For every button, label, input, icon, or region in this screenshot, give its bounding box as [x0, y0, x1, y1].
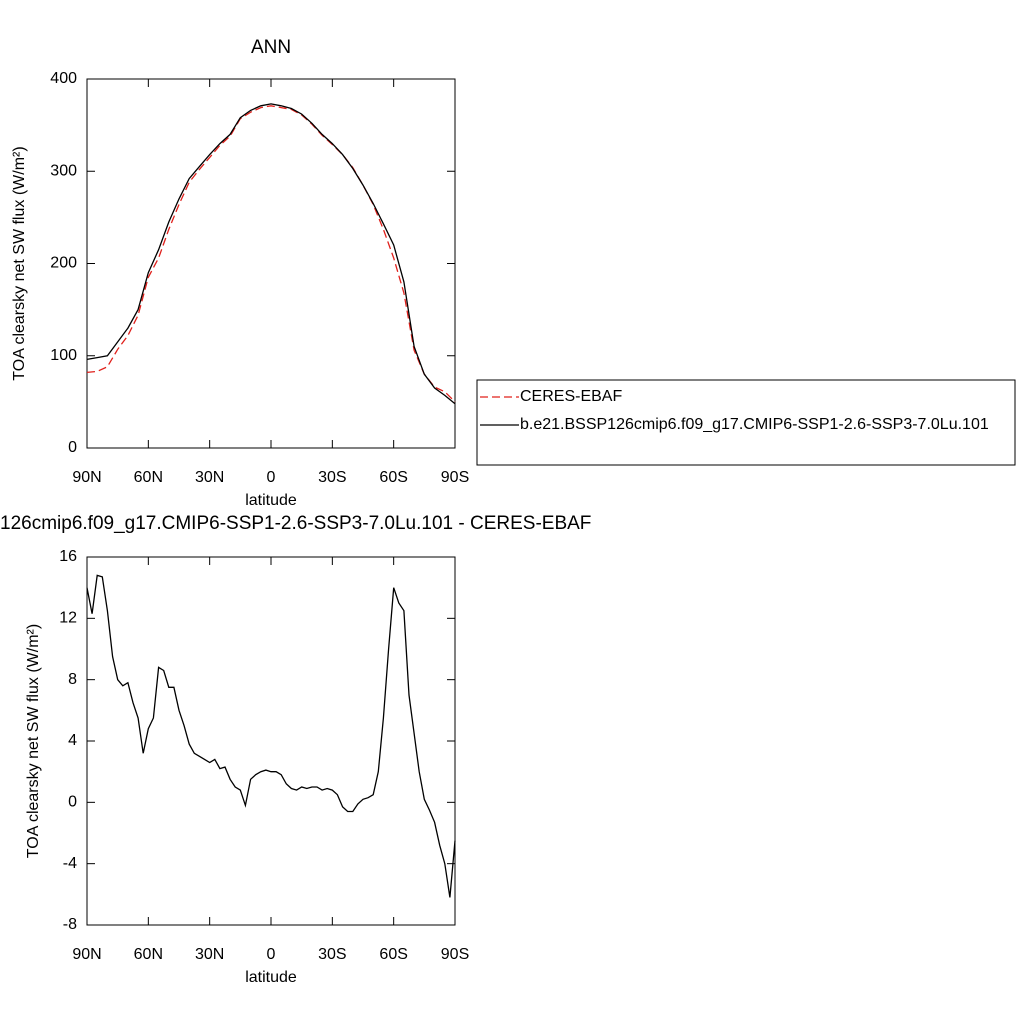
- x-tick-label: 60S: [379, 946, 407, 963]
- chart-title: ANN: [251, 37, 291, 58]
- x-tick-label: 90S: [441, 946, 469, 963]
- x-axis-label: latitude: [245, 969, 297, 986]
- y-tick-label: 200: [50, 255, 77, 272]
- x-tick-label: 60N: [134, 946, 163, 963]
- y-tick-label: 0: [68, 439, 77, 456]
- y-axis-label: TOA clearsky net SW flux (W/m²): [25, 624, 42, 858]
- x-tick-label: 60S: [379, 469, 407, 486]
- x-axis-label: latitude: [245, 492, 297, 509]
- x-tick-label: 90N: [72, 469, 101, 486]
- x-tick-label: 90N: [72, 946, 101, 963]
- y-tick-label: 100: [50, 347, 77, 364]
- y-tick-label: 4: [68, 732, 77, 749]
- plot-frame: [86, 556, 456, 926]
- y-tick-label: 400: [50, 70, 77, 87]
- legend-label: CERES-EBAF: [520, 388, 622, 405]
- y-tick-label: 8: [68, 671, 77, 688]
- y-axis-label: TOA clearsky net SW flux (W/m²): [11, 146, 28, 380]
- x-tick-label: 30S: [318, 946, 346, 963]
- y-tick-label: 16: [59, 548, 77, 565]
- x-tick-label: 90S: [441, 469, 469, 486]
- x-tick-label: 60N: [134, 469, 163, 486]
- y-tick-label: 12: [59, 610, 77, 627]
- x-tick-label: 30S: [318, 469, 346, 486]
- y-tick-label: -8: [63, 916, 77, 933]
- plot-frame: [86, 78, 456, 449]
- x-tick-label: 30N: [195, 946, 224, 963]
- y-tick-label: -4: [63, 855, 77, 872]
- x-tick-label: 0: [267, 469, 276, 486]
- y-tick-label: 0: [68, 794, 77, 811]
- data-line: [86, 574, 456, 898]
- y-tick-label: 300: [50, 162, 77, 179]
- x-tick-label: 0: [267, 946, 276, 963]
- legend-label: b.e21.BSSP126cmip6.f09_g17.CMIP6-SSP1-2.…: [520, 416, 989, 433]
- data-line: [86, 105, 456, 403]
- chart-title: 126cmip6.f09_g17.CMIP6-SSP1-2.6-SSP3-7.0…: [0, 513, 591, 534]
- data-line: [86, 103, 456, 405]
- legend-box: [476, 379, 1016, 466]
- x-tick-label: 30N: [195, 469, 224, 486]
